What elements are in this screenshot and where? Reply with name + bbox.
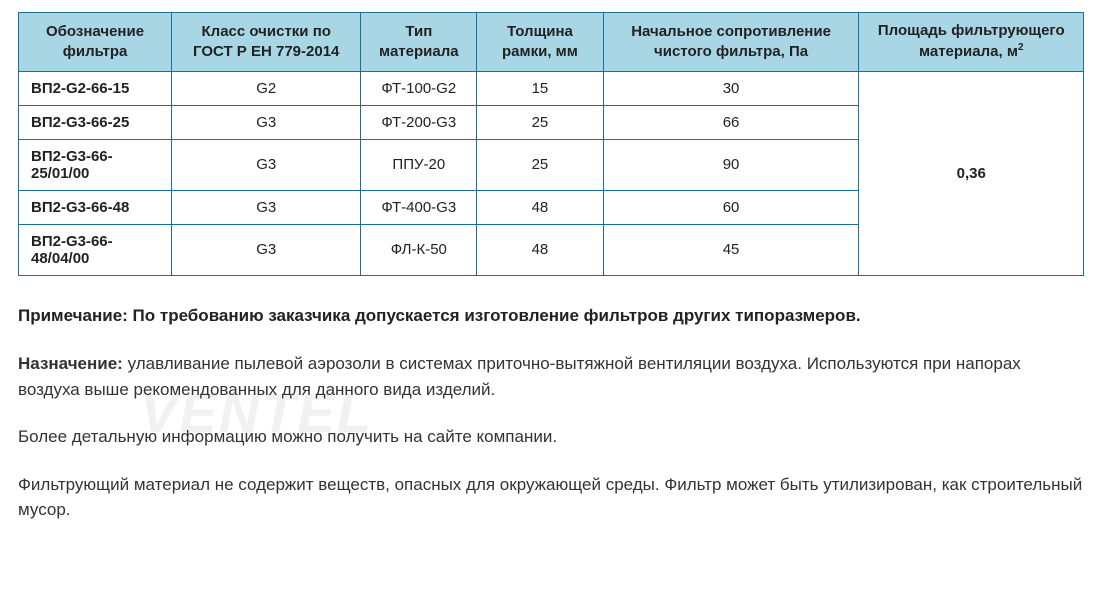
cell-thickness: 48: [477, 190, 603, 224]
cell-designation: ВП2-G2-66-15: [19, 71, 172, 105]
cell-designation: ВП2-G3-66-25/01/00: [19, 139, 172, 190]
cell-material: ФТ-200-G3: [361, 105, 477, 139]
table-header-row: Обозначение фильтра Класс очистки по ГОС…: [19, 13, 1084, 72]
col-resistance: Начальное сопротивление чистого фильтра,…: [603, 13, 859, 72]
col-area: Площадь фильтрующего материала, м2: [859, 13, 1084, 72]
disposal-paragraph: Фильтрующий материал не содержит веществ…: [18, 472, 1084, 523]
cell-class: G2: [172, 71, 361, 105]
cell-thickness: 15: [477, 71, 603, 105]
cell-resistance: 90: [603, 139, 859, 190]
cell-resistance: 60: [603, 190, 859, 224]
col-designation: Обозначение фильтра: [19, 13, 172, 72]
cell-designation: ВП2-G3-66-48/04/00: [19, 224, 172, 275]
purpose-label: Назначение:: [18, 354, 123, 373]
cell-material: ФТ-100-G2: [361, 71, 477, 105]
cell-class: G3: [172, 190, 361, 224]
cell-resistance: 30: [603, 71, 859, 105]
purpose-paragraph: Назначение: улавливание пылевой аэрозоли…: [18, 351, 1084, 402]
detail-paragraph: Более детальную информацию можно получит…: [18, 424, 1084, 450]
cell-resistance: 45: [603, 224, 859, 275]
col-class: Класс очистки по ГОСТ Р ЕН 779-2014: [172, 13, 361, 72]
col-thickness: Толщина рамки, мм: [477, 13, 603, 72]
cell-class: G3: [172, 224, 361, 275]
cell-thickness: 25: [477, 139, 603, 190]
cell-designation: ВП2-G3-66-25: [19, 105, 172, 139]
col-area-sup: 2: [1018, 42, 1024, 53]
filter-table: Обозначение фильтра Класс очистки по ГОС…: [18, 12, 1084, 276]
cell-class: G3: [172, 105, 361, 139]
cell-class: G3: [172, 139, 361, 190]
cell-area-merged: 0,36: [859, 71, 1084, 275]
cell-material: ППУ-20: [361, 139, 477, 190]
cell-resistance: 66: [603, 105, 859, 139]
col-material: Тип материала: [361, 13, 477, 72]
cell-designation: ВП2-G3-66-48: [19, 190, 172, 224]
col-area-text: Площадь фильтрующего материала, м: [878, 22, 1065, 60]
cell-material: ФТ-400-G3: [361, 190, 477, 224]
cell-thickness: 25: [477, 105, 603, 139]
note-text: Примечание: По требованию заказчика допу…: [18, 304, 1084, 328]
cell-material: ФЛ-К-50: [361, 224, 477, 275]
cell-thickness: 48: [477, 224, 603, 275]
purpose-text: улавливание пылевой аэрозоли в системах …: [18, 354, 1021, 399]
table-row: ВП2-G2-66-15 G2 ФТ-100-G2 15 30 0,36: [19, 71, 1084, 105]
